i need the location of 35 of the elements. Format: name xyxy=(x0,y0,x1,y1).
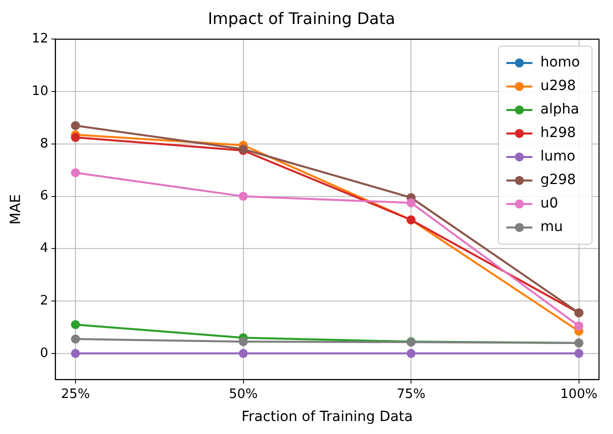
legend-label: alpha xyxy=(540,102,580,118)
x-tick-label: 100% xyxy=(560,386,598,402)
y-tick-label: 8 xyxy=(40,136,48,152)
x-tick-label: 50% xyxy=(228,386,258,402)
point xyxy=(70,121,80,130)
legend-label: homo xyxy=(540,54,580,71)
y-axis-title: MAE xyxy=(8,194,24,225)
point xyxy=(574,348,584,358)
y-tick-label: 0 xyxy=(40,346,48,361)
y-tick-label: 4 xyxy=(40,241,48,256)
y-tick-label: 10 xyxy=(32,84,48,99)
legend-label: g298 xyxy=(540,172,576,188)
y-tick-label: 6 xyxy=(40,188,48,204)
legend-label: u0 xyxy=(540,196,558,212)
point xyxy=(70,334,80,344)
legend-label: mu xyxy=(540,219,563,236)
y-tick-label: 2 xyxy=(40,293,48,308)
point xyxy=(70,132,80,142)
point xyxy=(406,348,416,358)
point xyxy=(70,168,80,178)
legend-label: u298 xyxy=(540,78,576,94)
point xyxy=(238,192,248,201)
x-tick-label: 75% xyxy=(396,386,426,402)
legend-label: lumo xyxy=(540,148,576,165)
point xyxy=(238,337,248,346)
x-tick-label: 25% xyxy=(61,386,90,402)
point xyxy=(406,198,416,208)
point xyxy=(238,348,248,358)
point xyxy=(574,321,584,330)
point xyxy=(70,348,80,358)
point xyxy=(70,320,80,330)
y-tick-label: 12 xyxy=(32,32,48,47)
x-axis-title: Fraction of Training Data xyxy=(241,409,413,426)
legend-label: h298 xyxy=(540,125,576,142)
chart-title: Impact of Training Data xyxy=(208,8,396,28)
